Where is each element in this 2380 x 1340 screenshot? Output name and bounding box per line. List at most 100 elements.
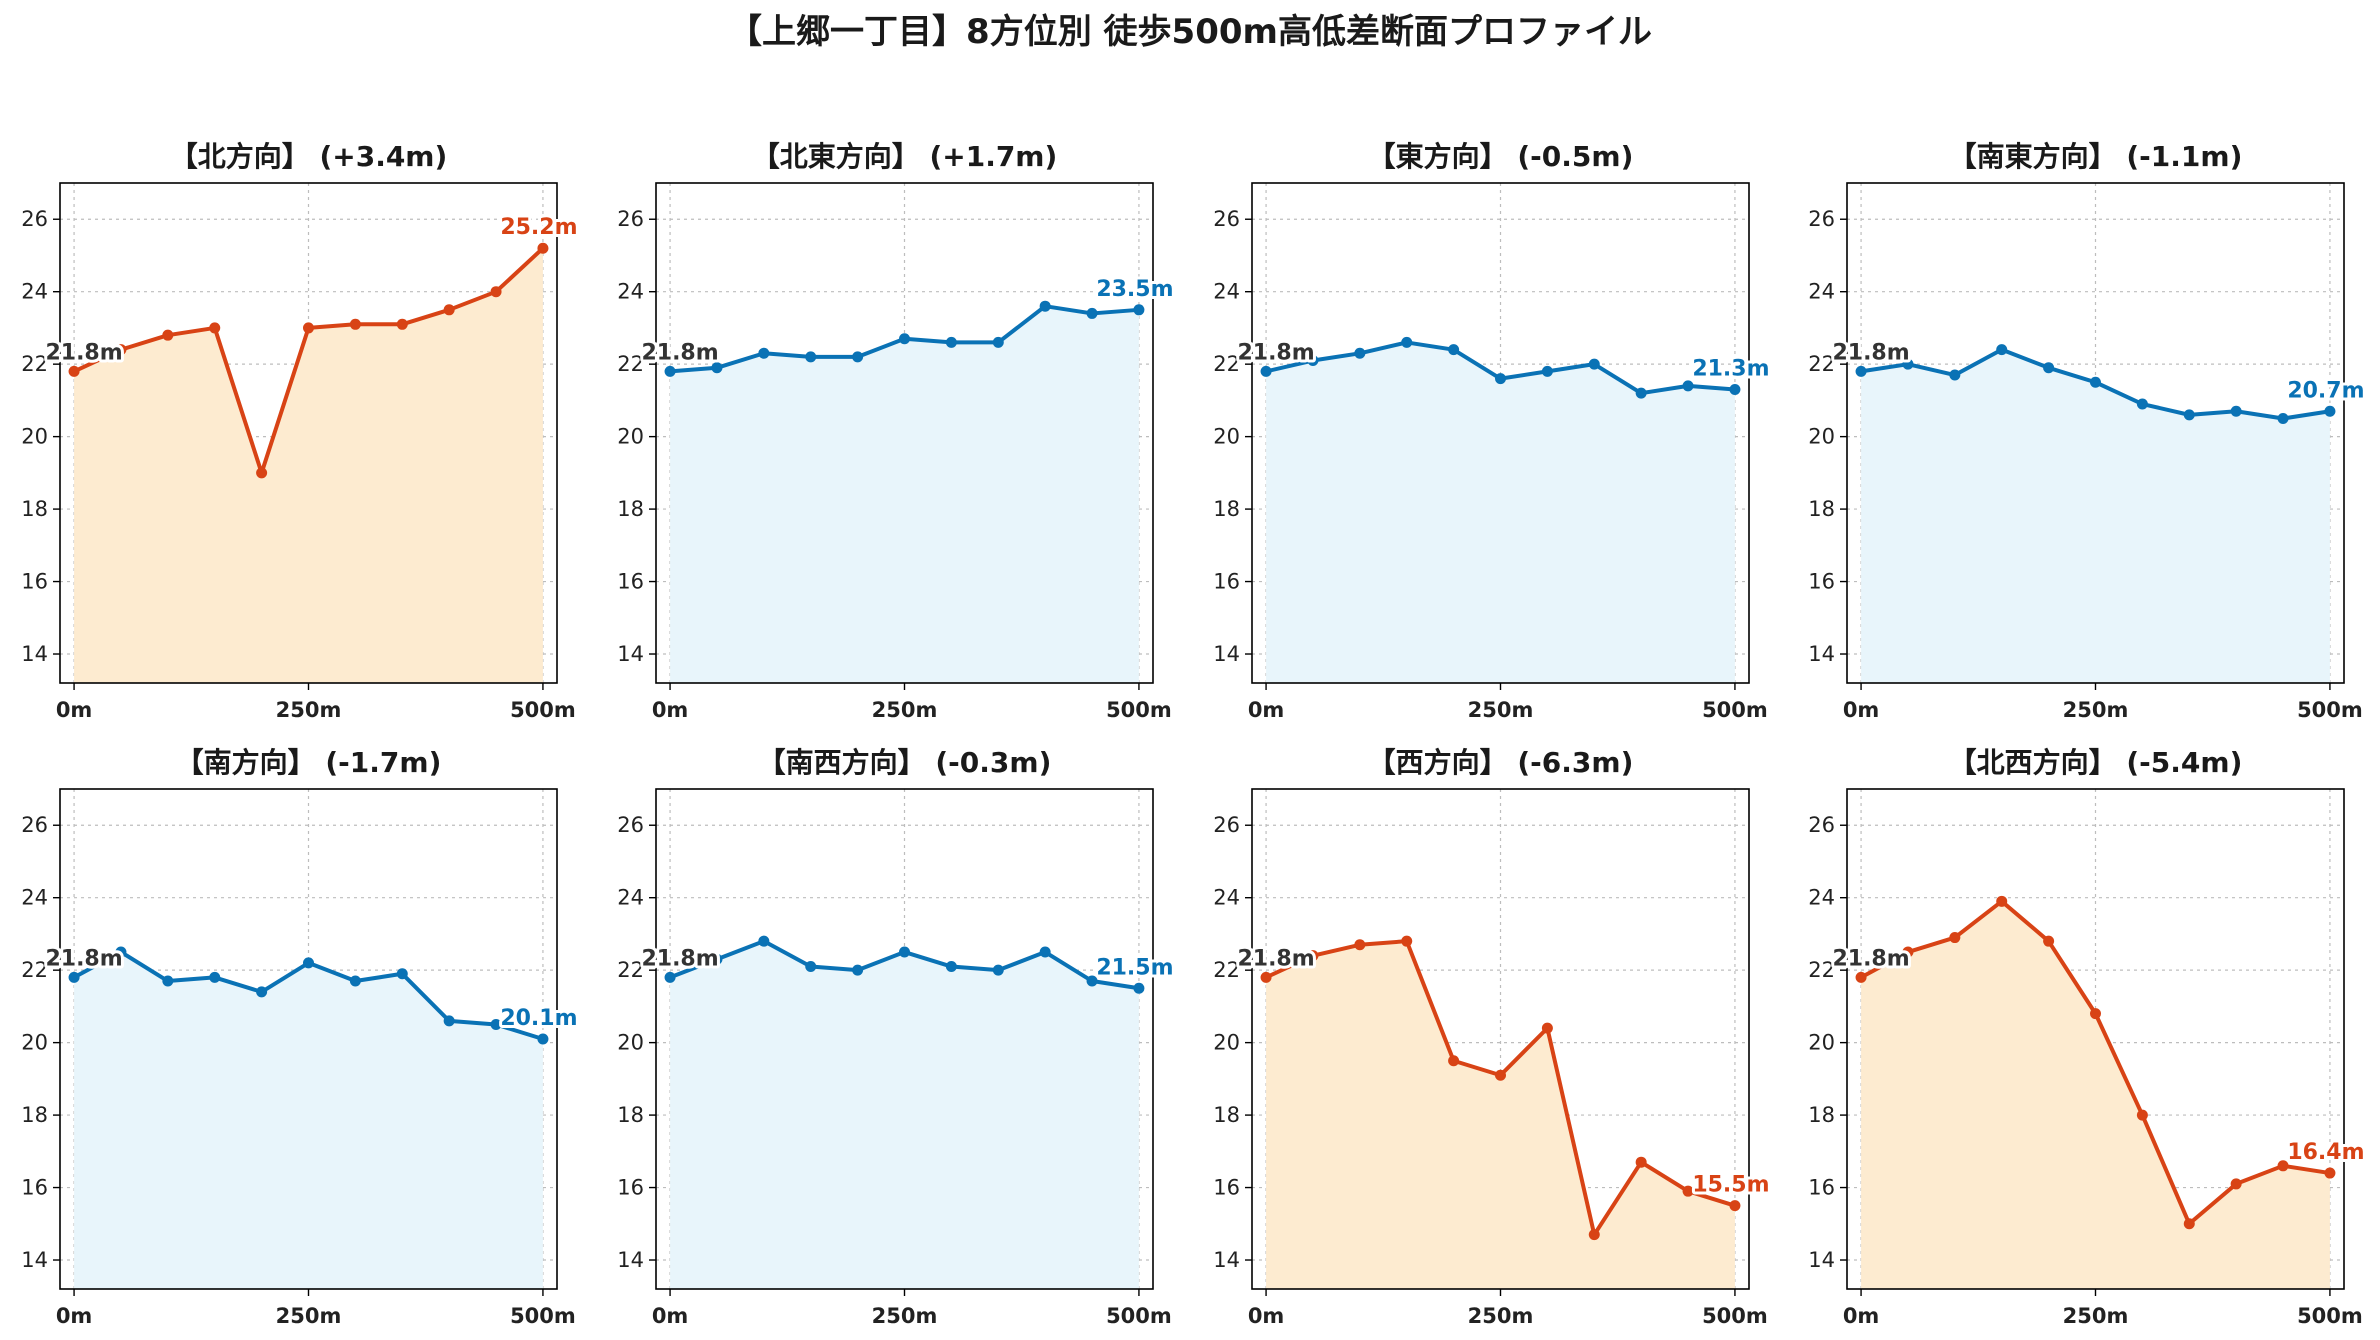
start-label-halo: 21.8m bbox=[45, 946, 122, 971]
y-tick-label: 16 bbox=[1213, 1176, 1240, 1200]
data-point bbox=[1682, 380, 1694, 392]
y-tick-label: 24 bbox=[21, 886, 48, 910]
y-tick-label: 18 bbox=[1808, 1103, 1835, 1127]
y-tick-label: 26 bbox=[1808, 207, 1835, 231]
end-label-halo: 21.5m bbox=[1096, 955, 1173, 980]
y-tick-label: 14 bbox=[21, 1248, 48, 1272]
y-tick-label: 20 bbox=[617, 425, 644, 449]
chart-panel: 【北方向】 (+3.4m) 14 16 18 20 22 24 26 0m 250m 500m 21.… bbox=[21, 140, 580, 722]
y-tick-label: 14 bbox=[1213, 1248, 1240, 1272]
end-label: 16.4m bbox=[2287, 1140, 2364, 1165]
y-tick-label: 16 bbox=[1808, 1176, 1835, 1200]
start-label: 21.8m bbox=[641, 340, 718, 365]
data-point bbox=[1354, 347, 1366, 359]
data-point bbox=[1902, 358, 1914, 370]
data-point bbox=[992, 964, 1004, 976]
data-point bbox=[1448, 344, 1460, 356]
y-tick-label: 14 bbox=[1808, 642, 1835, 666]
data-point bbox=[852, 964, 864, 976]
data-point bbox=[1307, 950, 1319, 962]
y-tick-label: 14 bbox=[1213, 642, 1240, 666]
data-point bbox=[2183, 409, 2195, 421]
data-point bbox=[852, 351, 864, 363]
chart-panel: 【南方向】 (-1.7m) 14 16 18 20 22 24 26 0m 250m 500m 21.… bbox=[21, 746, 580, 1328]
y-tick-label: 22 bbox=[1808, 352, 1835, 376]
y-tick-label: 26 bbox=[21, 813, 48, 837]
data-point bbox=[899, 946, 910, 958]
y-tick-label: 22 bbox=[21, 352, 48, 376]
start-label: 21.8m bbox=[45, 340, 122, 365]
data-point bbox=[1855, 365, 1867, 377]
y-tick-label: 26 bbox=[1808, 813, 1835, 837]
y-tick-label: 22 bbox=[21, 958, 48, 982]
data-point bbox=[443, 304, 455, 316]
end-label: 21.5m bbox=[1096, 955, 1173, 980]
data-point bbox=[209, 322, 221, 334]
y-tick-label: 22 bbox=[1808, 958, 1835, 982]
chart-panel: 【北東方向】 (+1.7m) 14 16 18 20 22 24 26 0m 250m 500m 21… bbox=[617, 140, 1176, 722]
y-tick-label: 16 bbox=[617, 570, 644, 594]
data-point bbox=[396, 318, 408, 330]
panel-title: 【西方向】 (-6.3m) bbox=[1368, 746, 1634, 779]
data-point bbox=[1996, 344, 2008, 356]
y-tick-label: 18 bbox=[617, 1103, 644, 1127]
x-tick-label: 250m bbox=[276, 1304, 342, 1328]
start-label: 21.8m bbox=[641, 946, 718, 971]
data-point bbox=[1635, 1156, 1647, 1168]
data-point bbox=[1307, 355, 1319, 367]
data-point bbox=[1635, 387, 1647, 399]
data-point bbox=[396, 968, 408, 980]
end-label: 25.2m bbox=[500, 215, 577, 240]
x-tick-label: 500m bbox=[2297, 698, 2363, 722]
data-point bbox=[1495, 373, 1506, 385]
y-tick-label: 18 bbox=[21, 497, 48, 521]
x-tick-label: 500m bbox=[1702, 698, 1768, 722]
y-tick-label: 22 bbox=[1213, 958, 1240, 982]
data-point bbox=[1949, 932, 1961, 944]
x-tick-label: 250m bbox=[872, 698, 938, 722]
data-point bbox=[1902, 946, 1914, 958]
data-point bbox=[805, 351, 817, 363]
data-point bbox=[2043, 362, 2055, 374]
y-tick-label: 14 bbox=[617, 642, 644, 666]
end-label-halo: 25.2m bbox=[500, 215, 577, 240]
data-point bbox=[1729, 384, 1741, 396]
data-point bbox=[1133, 304, 1145, 316]
data-point bbox=[711, 953, 723, 965]
y-tick-label: 18 bbox=[21, 1103, 48, 1127]
chart-panel: 【北西方向】 (-5.4m) 14 16 18 20 22 24 26 0m 250m 500m 21… bbox=[1808, 746, 2367, 1328]
y-tick-label: 18 bbox=[1808, 497, 1835, 521]
data-point bbox=[209, 971, 221, 983]
area-fill bbox=[74, 952, 543, 1289]
data-point bbox=[2324, 405, 2336, 417]
data-point bbox=[2183, 1218, 2195, 1230]
data-point bbox=[1855, 971, 1867, 983]
data-point bbox=[2277, 413, 2289, 425]
data-point bbox=[2090, 1008, 2101, 1020]
y-tick-label: 18 bbox=[1213, 1103, 1240, 1127]
x-tick-label: 250m bbox=[2063, 1304, 2129, 1328]
data-point bbox=[1401, 935, 1413, 947]
chart-panel: 【南東方向】 (-1.1m) 14 16 18 20 22 24 26 0m 250m 500m 21… bbox=[1808, 140, 2367, 722]
x-tick-label: 500m bbox=[510, 698, 576, 722]
y-tick-label: 20 bbox=[21, 425, 48, 449]
data-point bbox=[537, 1033, 549, 1045]
start-label-halo: 21.8m bbox=[1237, 340, 1314, 365]
chart-panel: 【西方向】 (-6.3m) 14 16 18 20 22 24 26 0m 250m 500m 21.… bbox=[1213, 746, 1772, 1328]
data-point bbox=[68, 365, 80, 377]
end-label-halo: 16.4m bbox=[2287, 1140, 2364, 1165]
y-tick-label: 24 bbox=[1213, 280, 1240, 304]
area-fill bbox=[670, 306, 1139, 683]
data-point bbox=[2090, 376, 2101, 388]
data-point bbox=[349, 318, 361, 330]
start-label-halo: 21.8m bbox=[641, 946, 718, 971]
data-point bbox=[2277, 1160, 2289, 1172]
y-tick-label: 14 bbox=[21, 642, 48, 666]
y-tick-label: 18 bbox=[1213, 497, 1240, 521]
data-point bbox=[899, 333, 910, 345]
y-tick-label: 20 bbox=[1808, 1031, 1835, 1055]
data-point bbox=[256, 467, 268, 479]
data-point bbox=[1495, 1069, 1506, 1081]
y-tick-label: 20 bbox=[1808, 425, 1835, 449]
panel-title: 【南方向】 (-1.7m) bbox=[176, 746, 442, 779]
